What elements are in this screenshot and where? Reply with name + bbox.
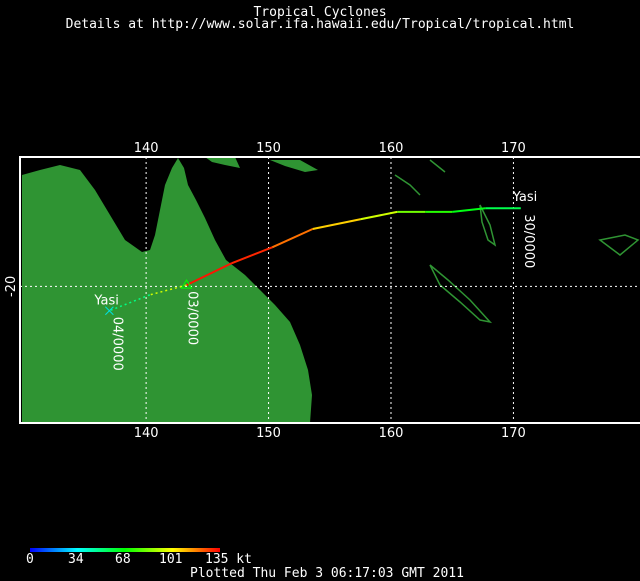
new-guinea-east bbox=[270, 160, 318, 172]
track-segment bbox=[231, 246, 273, 265]
start-time-label: 30/0000 bbox=[521, 214, 536, 268]
grid: 140 140 150 150 160 160 170 170 -20 bbox=[4, 141, 640, 441]
lon-tick-top: 170 bbox=[501, 141, 526, 156]
colorbar-label: 101 bbox=[159, 552, 183, 567]
lon-tick-bottom: 160 bbox=[379, 426, 404, 441]
track-segment bbox=[271, 228, 314, 249]
end-time-label: 04/0000 bbox=[109, 317, 124, 371]
track-segment bbox=[312, 218, 361, 230]
lon-tick-bottom: 150 bbox=[256, 426, 281, 441]
lon-tick-bottom: 170 bbox=[501, 426, 526, 441]
colorbar-label: 34 bbox=[68, 552, 84, 567]
lon-tick-top: 140 bbox=[134, 141, 159, 156]
solomon-outline bbox=[394, 159, 446, 196]
colorbar-label: 0 bbox=[26, 552, 34, 567]
lon-tick-top: 150 bbox=[256, 141, 281, 156]
lat-tick: -20 bbox=[4, 276, 19, 297]
map-frame bbox=[19, 156, 640, 424]
track-segment bbox=[360, 210, 398, 221]
map-title: Tropical Cyclones bbox=[253, 5, 387, 20]
vanuatu-outline bbox=[479, 204, 497, 247]
track-segment bbox=[186, 262, 233, 287]
colorbar-label: 135 kt bbox=[205, 552, 252, 567]
colorbar bbox=[30, 548, 220, 552]
track-segment bbox=[109, 294, 151, 312]
track-segment bbox=[149, 284, 187, 296]
new-caledonia-outline bbox=[429, 264, 493, 324]
new-guinea-coast bbox=[205, 157, 240, 168]
lon-tick-top: 160 bbox=[379, 141, 404, 156]
fiji-outline bbox=[598, 234, 640, 256]
colorbar-label: 68 bbox=[115, 552, 131, 567]
current-position-triangle bbox=[180, 279, 193, 289]
plotted-timestamp: Plotted Thu Feb 3 06:17:03 GMT 2011 bbox=[190, 566, 464, 581]
forecast-end-x bbox=[105, 306, 114, 316]
track-segment bbox=[452, 207, 486, 213]
map-subtitle: Details at http://www.solar.ifa.hawaii.e… bbox=[65, 17, 575, 32]
mid-time-label: 03/0000 bbox=[185, 291, 200, 345]
storm-name-label: Yasi bbox=[512, 190, 538, 205]
lon-tick-bottom: 140 bbox=[134, 426, 159, 441]
storm-name-label: Yasi bbox=[93, 294, 119, 309]
land bbox=[22, 157, 640, 423]
storm-track: Yasi Yasi 30/0000 03/0000 04/0000 bbox=[93, 190, 537, 371]
